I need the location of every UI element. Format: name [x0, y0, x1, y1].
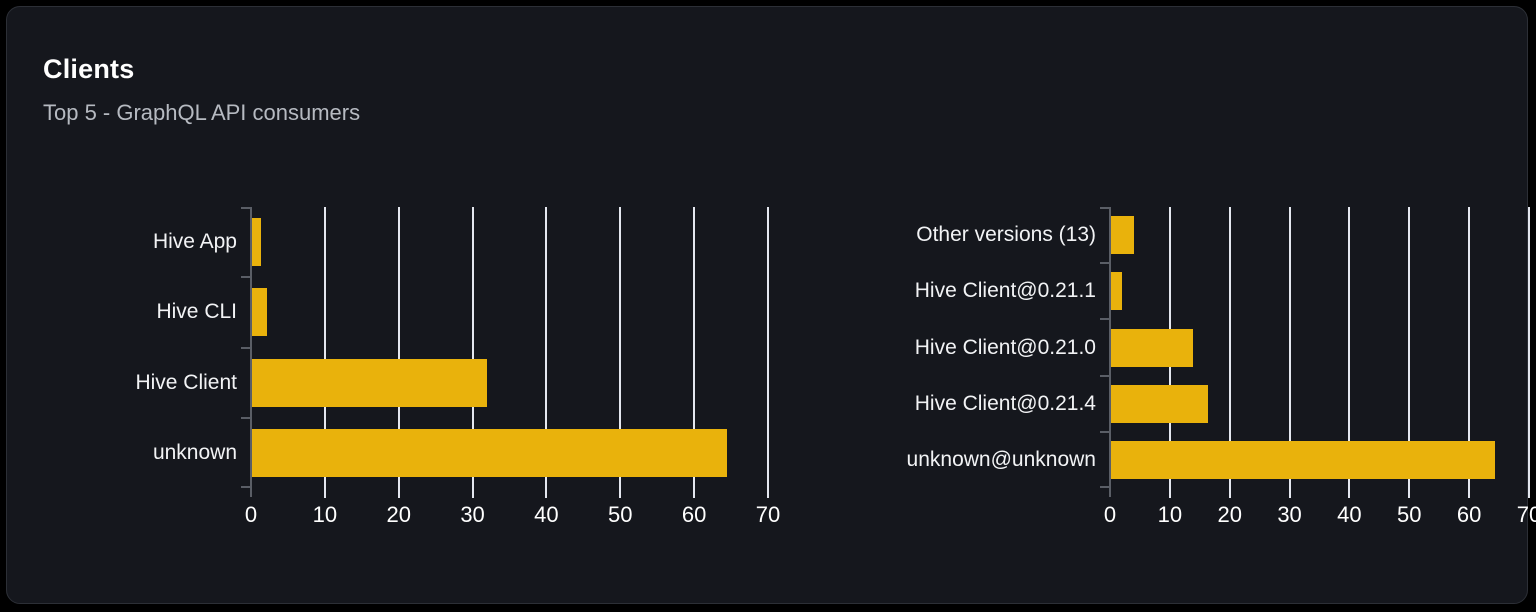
x-axis-tick-labels: 0 10 20 30 40 50 60 70	[245, 488, 780, 534]
gridline	[397, 207, 400, 498]
category-labels: Other versions (13) Hive Client@0.21.1 Hiv…	[878, 207, 1110, 488]
clients-panel-content: Clients Top 5 - GraphQL API consumers Hi…	[7, 7, 1536, 534]
category-labels: Hive App Hive CLI Hive Client unknown	[117, 207, 251, 488]
gridline	[693, 207, 696, 498]
category-label: Hive Client@0.21.0	[914, 335, 1096, 359]
gridline	[323, 207, 326, 498]
axis-bottom-cap	[250, 488, 252, 497]
bar	[251, 428, 727, 477]
plot-area	[1100, 207, 1530, 498]
clients-panel: Clients Top 5 - GraphQL API consumers Hi…	[6, 6, 1536, 604]
y-axis-tick	[1100, 207, 1110, 209]
bar	[251, 218, 262, 267]
gridline	[471, 207, 474, 498]
x-axis-tick-labels: 0 10 20 30 40 50 60 70	[1104, 488, 1536, 534]
x-tick-label: 70	[755, 502, 781, 527]
gridline	[767, 207, 769, 498]
x-tick-label: 40	[534, 502, 559, 527]
bar	[1110, 328, 1194, 367]
category-label: Other versions (13)	[916, 223, 1096, 247]
category-label: Hive Client@0.21.4	[914, 391, 1096, 415]
x-tick-label: 70	[1516, 502, 1536, 527]
category-label: unknown	[152, 440, 237, 464]
y-axis-tick	[241, 276, 251, 279]
x-tick-label: 60	[1456, 502, 1482, 527]
y-axis-tick	[241, 207, 251, 209]
y-axis-tick	[1100, 486, 1110, 488]
panel-title: Clients	[43, 54, 135, 84]
x-tick-label: 30	[1277, 502, 1302, 527]
category-label: Hive Client	[135, 370, 237, 394]
y-axis-tick	[241, 416, 251, 419]
gridline	[1288, 207, 1291, 498]
bar	[251, 358, 488, 407]
x-tick-label: 60	[681, 502, 707, 527]
gridline	[545, 207, 548, 498]
y-axis-tick	[241, 486, 251, 488]
gridline	[1408, 207, 1411, 498]
x-tick-label: 0	[1103, 502, 1117, 527]
x-tick-label: 50	[1397, 502, 1422, 527]
gridline	[1468, 207, 1471, 498]
y-axis-line	[250, 207, 252, 488]
x-tick-label: 20	[386, 502, 411, 527]
x-tick-label: 30	[460, 502, 485, 527]
y-axis-line	[1109, 207, 1111, 488]
y-axis-tick	[1100, 374, 1110, 377]
x-tick-label: 50	[608, 502, 633, 527]
y-axis-tick	[241, 346, 251, 349]
gridline	[1348, 207, 1351, 498]
y-axis-tick	[1100, 318, 1110, 321]
bar	[1110, 272, 1122, 311]
x-tick-label: 20	[1217, 502, 1242, 527]
x-tick-label: 0	[244, 502, 258, 527]
gridline	[619, 207, 622, 498]
bar	[1110, 440, 1496, 479]
x-tick-label: 40	[1337, 502, 1362, 527]
charts-row: Hive App Hive CLI Hive Client unknown 0 10 20 3…	[43, 207, 1536, 534]
axis-bottom-cap	[1109, 488, 1111, 497]
y-axis-tick	[1100, 430, 1110, 433]
client-versions-bar-chart: Other versions (13) Hive Client@0.21.1 Hiv…	[878, 207, 1536, 534]
x-tick-label: 10	[1157, 502, 1183, 527]
x-tick-label: 10	[312, 502, 338, 527]
bar	[251, 288, 268, 337]
clients-bar-chart: Hive App Hive CLI Hive Client unknown 0 10 20 3…	[117, 207, 780, 534]
plot-area	[241, 207, 769, 498]
bar	[1110, 384, 1209, 423]
category-label: unknown@unknown	[906, 447, 1096, 471]
category-label: Hive CLI	[156, 300, 237, 324]
gridline	[1528, 207, 1530, 498]
bar	[1110, 216, 1134, 255]
category-label: Hive Client@0.21.1	[914, 279, 1096, 303]
panel-subtitle: Top 5 - GraphQL API consumers	[43, 100, 361, 125]
category-label: Hive App	[152, 230, 237, 254]
y-axis-tick	[1100, 262, 1110, 265]
gridline	[1228, 207, 1231, 498]
